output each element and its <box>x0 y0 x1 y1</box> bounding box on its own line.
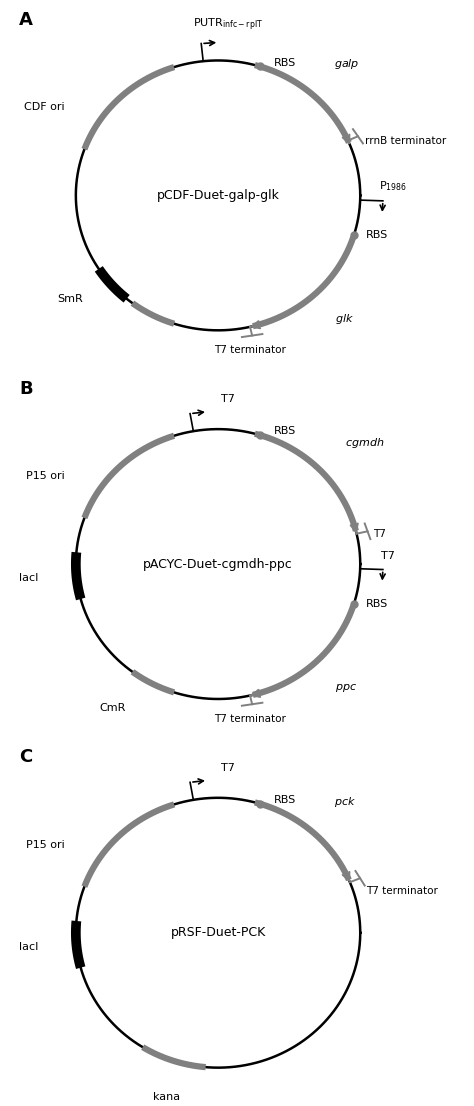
Text: lacI: lacI <box>19 942 38 952</box>
Text: CDF ori: CDF ori <box>24 102 64 112</box>
Text: P15 ori: P15 ori <box>26 471 64 481</box>
Text: RBS: RBS <box>274 795 296 805</box>
Text: T7: T7 <box>220 763 235 773</box>
Text: C: C <box>19 749 32 766</box>
Text: RBS: RBS <box>366 598 388 608</box>
Text: RBS: RBS <box>274 426 296 437</box>
Text: T7 terminator: T7 terminator <box>214 714 286 724</box>
Text: rrnB terminator: rrnB terminator <box>365 136 446 146</box>
Text: T7: T7 <box>373 529 386 539</box>
Text: CmR: CmR <box>99 703 126 713</box>
Text: lacI: lacI <box>19 573 38 583</box>
Text: RBS: RBS <box>366 230 388 240</box>
Text: T7: T7 <box>220 395 235 405</box>
Text: B: B <box>19 379 33 398</box>
Text: pACYC-Duet-cgmdh-ppc: pACYC-Duet-cgmdh-ppc <box>143 557 293 571</box>
Text: P15 ori: P15 ori <box>26 839 64 849</box>
Text: $\mathit{glk}$: $\mathit{glk}$ <box>336 312 355 326</box>
Text: pRSF-Duet-PCK: pRSF-Duet-PCK <box>171 926 265 939</box>
Text: A: A <box>19 11 33 29</box>
Text: $\mathit{cgmdh}$: $\mathit{cgmdh}$ <box>346 436 385 450</box>
Text: pCDF-Duet-galp-glk: pCDF-Duet-galp-glk <box>156 189 280 202</box>
Text: $\mathit{ppc}$: $\mathit{ppc}$ <box>336 681 357 693</box>
Text: T7: T7 <box>382 552 395 562</box>
Text: kana: kana <box>153 1092 180 1102</box>
Text: $\mathit{galp}$: $\mathit{galp}$ <box>334 58 359 72</box>
Text: T7 terminator: T7 terminator <box>366 886 438 896</box>
Text: T7 terminator: T7 terminator <box>214 345 286 355</box>
Text: RBS: RBS <box>274 58 296 67</box>
Text: $\mathit{pck}$: $\mathit{pck}$ <box>334 795 356 808</box>
Text: PUTR$_{\mathregular{infc-rplT}}$: PUTR$_{\mathregular{infc-rplT}}$ <box>192 17 263 33</box>
Text: P$_{\mathregular{1986}}$: P$_{\mathregular{1986}}$ <box>379 179 407 192</box>
Text: SmR: SmR <box>57 294 82 304</box>
